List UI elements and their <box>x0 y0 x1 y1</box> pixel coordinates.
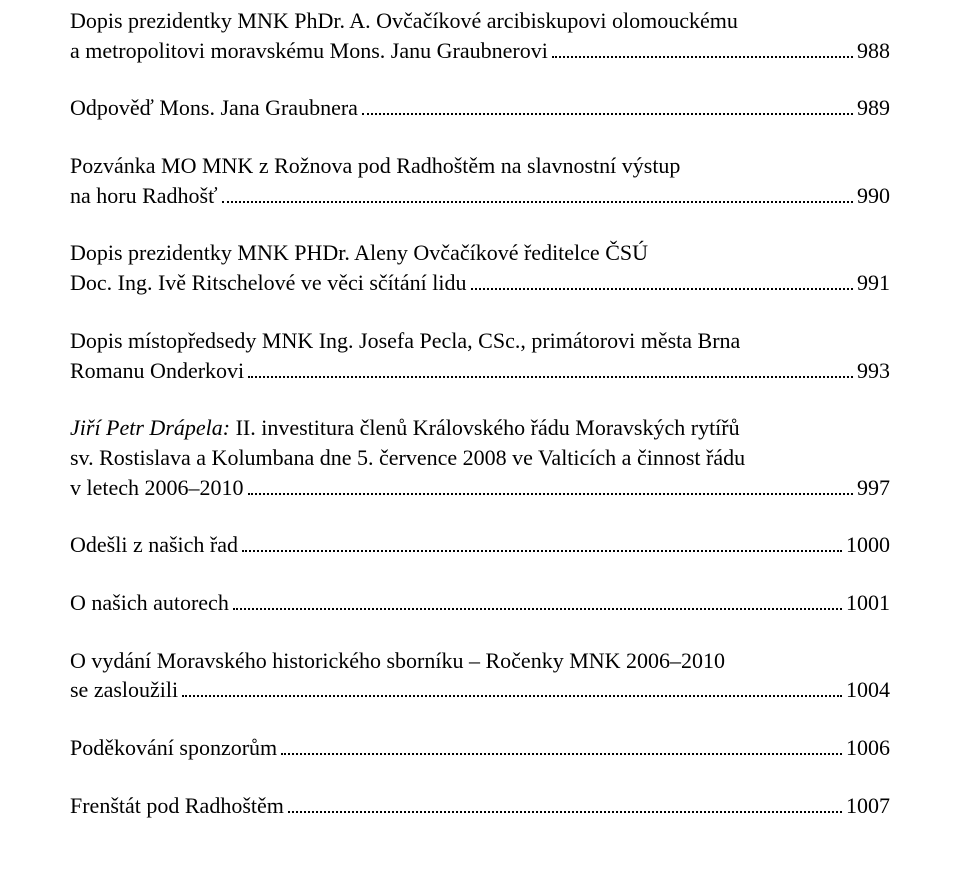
toc-leader-dots <box>233 596 842 610</box>
toc-entry: Dopis prezidentky MNK PHDr. Aleny Ovčačí… <box>70 238 890 297</box>
toc-dotline: Poděkování sponzorům 1006 <box>70 733 890 763</box>
toc-page-number: 989 <box>857 93 890 123</box>
toc-dotline: se zasloužili 1004 <box>70 675 890 705</box>
toc-dotline: v letech 2006–2010 997 <box>70 473 890 503</box>
toc-lead-text: Poděkování sponzorům <box>70 733 277 763</box>
toc-leader-dots <box>222 189 854 203</box>
toc-dotline: Odešli z našich řad 1000 <box>70 530 890 560</box>
toc-leader-dots <box>471 276 854 290</box>
toc-dotline: na horu Radhošť 990 <box>70 181 890 211</box>
toc-page-number: 990 <box>857 181 890 211</box>
toc-entry: Dopis místopředsedy MNK Ing. Josefa Pecl… <box>70 326 890 385</box>
toc-entry: Jiří Petr Drápela: II. investitura členů… <box>70 413 890 502</box>
toc-leader-dots <box>362 101 853 115</box>
toc-preline-text: II. investitura členů Královského řádu M… <box>230 415 740 440</box>
toc-entry-prelines: O vydání Moravského historického sborník… <box>70 646 890 676</box>
toc-leader-dots <box>248 363 853 377</box>
toc-page-number: 1001 <box>846 588 890 618</box>
toc-leader-dots <box>288 799 842 813</box>
toc-page-number: 991 <box>857 268 890 298</box>
toc-lead-text: na horu Radhošť <box>70 181 218 211</box>
toc-leader-dots <box>242 538 842 552</box>
toc-entry: O vydání Moravského historického sborník… <box>70 646 890 705</box>
toc-preline-italic: Jiří Petr Drápela: <box>70 415 230 440</box>
toc-entry: Odpověď Mons. Jana Graubnera 989 <box>70 93 890 123</box>
toc-leader-dots <box>552 44 853 58</box>
toc-entry-prelines: Dopis prezidentky MNK PHDr. Aleny Ovčačí… <box>70 238 890 268</box>
toc-page-number: 1007 <box>846 791 890 821</box>
toc-entry-prelines: Dopis místopředsedy MNK Ing. Josefa Pecl… <box>70 326 890 356</box>
toc-entry: Pozvánka MO MNK z Rožnova pod Radhoštěm … <box>70 151 890 210</box>
toc-entry: Dopis prezidentky MNK PhDr. A. Ovčačíkov… <box>70 6 890 65</box>
toc-entry-prelines: Dopis prezidentky MNK PhDr. A. Ovčačíkov… <box>70 6 890 36</box>
toc-entry: Frenštát pod Radhoštěm 1007 <box>70 791 890 821</box>
table-of-contents: Dopis prezidentky MNK PhDr. A. Ovčačíkov… <box>70 6 890 820</box>
toc-preline: Dopis prezidentky MNK PhDr. A. Ovčačíkov… <box>70 6 890 36</box>
toc-preline: sv. Rostislava a Kolumbana dne 5. červen… <box>70 443 890 473</box>
toc-page-number: 1006 <box>846 733 890 763</box>
toc-lead-text: v letech 2006–2010 <box>70 473 244 503</box>
toc-lead-text: Odešli z našich řad <box>70 530 238 560</box>
toc-page-number: 1004 <box>846 675 890 705</box>
toc-preline-text: sv. Rostislava a Kolumbana dne 5. červen… <box>70 445 745 470</box>
toc-page-number: 993 <box>857 356 890 386</box>
toc-lead-text: a metropolitovi moravskému Mons. Janu Gr… <box>70 36 548 66</box>
toc-preline: Pozvánka MO MNK z Rožnova pod Radhoštěm … <box>70 151 890 181</box>
toc-dotline: Romanu Onderkovi 993 <box>70 356 890 386</box>
toc-preline: Dopis místopředsedy MNK Ing. Josefa Pecl… <box>70 326 890 356</box>
toc-dotline: Frenštát pod Radhoštěm 1007 <box>70 791 890 821</box>
toc-entry: Odešli z našich řad 1000 <box>70 530 890 560</box>
toc-lead-text: se zasloužili <box>70 675 178 705</box>
toc-lead-text: Frenštát pod Radhoštěm <box>70 791 284 821</box>
toc-preline: O vydání Moravského historického sborník… <box>70 646 890 676</box>
toc-leader-dots <box>248 480 853 494</box>
toc-lead-text: Romanu Onderkovi <box>70 356 244 386</box>
toc-entry: O našich autorech 1001 <box>70 588 890 618</box>
toc-preline: Jiří Petr Drápela: II. investitura členů… <box>70 413 890 443</box>
toc-dotline: Odpověď Mons. Jana Graubnera 989 <box>70 93 890 123</box>
toc-page-number: 1000 <box>846 530 890 560</box>
toc-preline: Dopis prezidentky MNK PHDr. Aleny Ovčačí… <box>70 238 890 268</box>
toc-dotline: a metropolitovi moravskému Mons. Janu Gr… <box>70 36 890 66</box>
toc-leader-dots <box>182 683 842 697</box>
toc-page-number: 988 <box>857 36 890 66</box>
toc-page-number: 997 <box>857 473 890 503</box>
toc-entry: Poděkování sponzorům 1006 <box>70 733 890 763</box>
toc-lead-text: Odpověď Mons. Jana Graubnera <box>70 93 358 123</box>
toc-lead-text: O našich autorech <box>70 588 229 618</box>
toc-dotline: O našich autorech 1001 <box>70 588 890 618</box>
toc-entry-prelines: Jiří Petr Drápela: II. investitura členů… <box>70 413 890 472</box>
toc-entry-prelines: Pozvánka MO MNK z Rožnova pod Radhoštěm … <box>70 151 890 181</box>
toc-dotline: Doc. Ing. Ivě Ritschelové ve věci sčítán… <box>70 268 890 298</box>
toc-lead-text: Doc. Ing. Ivě Ritschelové ve věci sčítán… <box>70 268 467 298</box>
toc-leader-dots <box>281 741 842 755</box>
